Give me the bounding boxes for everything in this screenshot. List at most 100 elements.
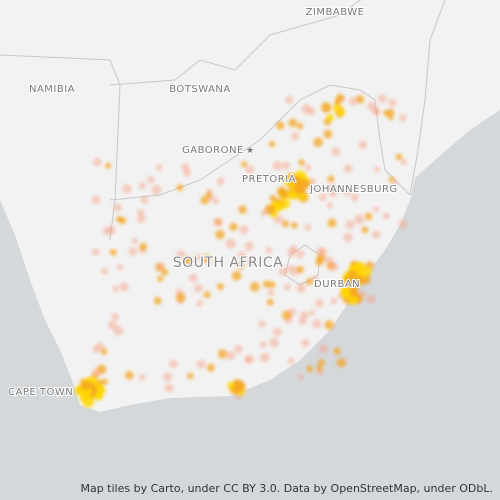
heat-point <box>305 278 314 286</box>
heat-point <box>155 262 164 271</box>
heat-point <box>225 238 236 249</box>
heat-point <box>343 188 351 196</box>
heat-point <box>196 300 204 307</box>
heat-point <box>216 283 224 291</box>
heat-point <box>326 184 336 194</box>
heat-point <box>269 195 276 202</box>
city-label: DURBAN <box>314 279 360 290</box>
heat-point <box>237 261 245 270</box>
heat-point <box>91 248 100 256</box>
heat-point <box>137 209 145 217</box>
heat-point <box>264 204 276 215</box>
heat-point <box>301 103 312 114</box>
heat-point <box>333 347 341 355</box>
heat-point <box>112 285 119 293</box>
heat-point <box>336 358 347 368</box>
attribution: Map tiles by Carto, under CC BY 3.0. Dat… <box>80 482 493 495</box>
heat-point <box>215 229 225 240</box>
heat-point <box>176 184 184 191</box>
heat-point <box>205 191 212 198</box>
heat-point <box>234 344 243 354</box>
heat-point <box>373 166 380 173</box>
heat-point <box>330 297 338 305</box>
heat-point <box>301 338 310 348</box>
heat-point <box>259 341 267 349</box>
heat-point <box>107 320 117 330</box>
heat-point <box>128 247 138 256</box>
heat-point <box>287 357 295 365</box>
heat-point <box>343 164 353 174</box>
heat-point <box>298 317 307 326</box>
heat-point <box>334 98 341 106</box>
heat-point <box>382 212 390 220</box>
heat-point <box>297 373 305 381</box>
heat-point <box>98 386 106 394</box>
heat-point <box>163 372 173 382</box>
heat-point <box>285 95 294 105</box>
heat-point <box>155 164 163 171</box>
ocean <box>0 110 500 500</box>
heat-point <box>309 309 316 316</box>
heat-point <box>102 226 112 236</box>
heat-point <box>329 261 339 272</box>
heat-point <box>317 359 325 367</box>
heat-point <box>361 226 369 234</box>
heat-point <box>203 291 211 299</box>
heat-point <box>388 98 397 107</box>
heat-point <box>241 161 248 168</box>
heat-point <box>231 270 242 281</box>
heat-point <box>278 266 288 276</box>
heat-point <box>75 387 83 395</box>
city-label: GABORONE <box>182 145 244 156</box>
heat-point <box>372 206 380 213</box>
heat-point <box>259 352 270 363</box>
heat-point <box>350 193 359 202</box>
heat-point <box>265 246 273 254</box>
heat-point <box>312 275 319 283</box>
heat-point <box>105 162 112 169</box>
heat-point <box>290 244 298 253</box>
heat-point <box>272 160 283 171</box>
heat-point <box>296 265 304 274</box>
heat-point <box>169 359 178 369</box>
heat-point <box>378 94 387 103</box>
heat-point <box>290 222 298 229</box>
heat-point <box>131 237 138 244</box>
heat-point <box>371 107 380 115</box>
heat-point <box>183 255 193 265</box>
city-label: CAPE TOWN <box>8 387 73 398</box>
heat-point <box>156 275 164 282</box>
heat-point <box>250 282 260 292</box>
heat-point <box>100 267 108 275</box>
country-label: NAMIBIA <box>29 84 75 95</box>
heat-point <box>101 378 108 386</box>
heat-point <box>315 257 324 266</box>
heat-point <box>109 248 117 256</box>
heat-point <box>139 242 148 251</box>
heat-point <box>306 365 314 373</box>
heat-point <box>290 132 300 141</box>
city-label: PRETORIA <box>242 174 296 185</box>
heat-point <box>283 283 291 291</box>
heat-point <box>345 220 355 230</box>
heat-point <box>147 175 155 184</box>
heat-point <box>183 168 192 177</box>
heat-point <box>138 182 146 190</box>
heat-point <box>364 212 373 221</box>
heat-point <box>298 159 305 166</box>
heat-point <box>304 223 312 231</box>
heat-point <box>296 122 304 130</box>
heat-point <box>348 295 359 305</box>
heat-point <box>356 261 365 271</box>
heat-point <box>296 283 306 293</box>
heat-point <box>116 264 124 271</box>
heat-point <box>359 277 367 285</box>
heat-point <box>202 254 211 263</box>
heat-point <box>308 177 316 186</box>
heat-point <box>400 158 408 166</box>
heat-point <box>317 368 324 376</box>
heat-point <box>96 364 107 375</box>
heat-point <box>383 109 390 117</box>
heat-point <box>340 287 351 299</box>
heat-point <box>315 299 324 308</box>
